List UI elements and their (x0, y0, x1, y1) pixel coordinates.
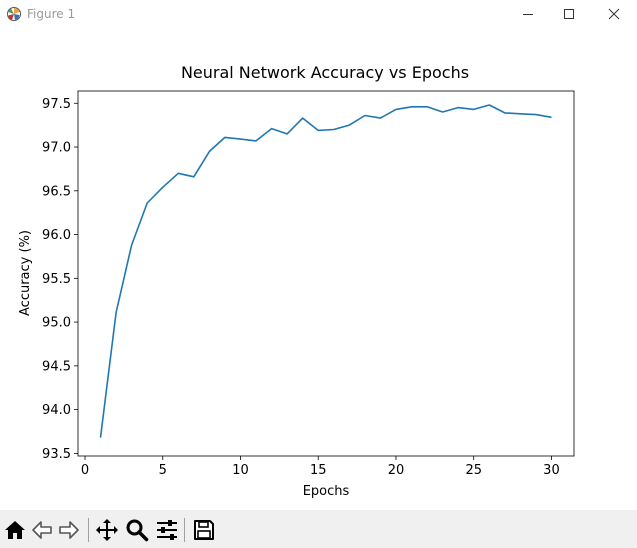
y-tick-label: 96.5 (42, 184, 71, 199)
figure-canvas[interactable]: Neural Network Accuracy vs Epochs 0 5 10 15… (0, 28, 637, 510)
x-tick-label: 0 (81, 463, 89, 478)
save-floppy-icon (194, 520, 214, 540)
home-button[interactable] (2, 517, 28, 543)
y-tick-label: 97.5 (42, 97, 71, 112)
y-tick-label: 95.0 (42, 316, 71, 331)
y-tick-label: 96.0 (42, 228, 71, 243)
y-tick-label: 94.5 (42, 359, 71, 374)
close-button[interactable] (591, 0, 637, 28)
close-icon (608, 8, 620, 20)
y-tick-label: 95.5 (42, 272, 71, 287)
zoom-button[interactable] (124, 517, 150, 543)
window-titlebar: Figure 1 (0, 0, 637, 28)
toolbar-separator (88, 518, 89, 542)
window-title: Figure 1 (27, 7, 76, 21)
y-tick-label: 97.0 (42, 141, 71, 156)
chart-title: Neural Network Accuracy vs Epochs (181, 63, 469, 82)
matplotlib-icon (7, 7, 21, 21)
maximize-button[interactable] (546, 0, 592, 28)
forward-arrow-icon (59, 521, 79, 539)
x-tick-label: 5 (159, 463, 167, 478)
accuracy-series-line (99, 104, 552, 438)
pan-button[interactable] (94, 517, 120, 543)
back-button[interactable] (29, 517, 55, 543)
forward-button[interactable] (56, 517, 82, 543)
x-tick-label: 25 (465, 463, 482, 478)
home-icon (5, 521, 25, 539)
y-axis: 93.5 94.0 94.5 95.0 95.5 96.0 96.5 97.0 97.5 (42, 97, 78, 462)
maximize-icon (564, 9, 574, 19)
save-button[interactable] (191, 517, 217, 543)
y-axis-label: Accuracy (%) (18, 230, 33, 316)
x-tick-label: 15 (310, 463, 327, 478)
x-axis-label: Epochs (303, 484, 350, 499)
y-tick-label: 94.0 (42, 403, 71, 418)
toolbar-separator (184, 518, 185, 542)
x-tick-label: 30 (543, 463, 560, 478)
y-tick-label: 93.5 (42, 447, 71, 462)
x-tick-label: 10 (232, 463, 249, 478)
plot-area-frame (77, 90, 575, 457)
x-axis: 0 5 10 15 20 25 30 (81, 456, 560, 478)
x-tick-label: 20 (388, 463, 405, 478)
zoom-magnifier-icon (126, 519, 149, 542)
back-arrow-icon (32, 521, 52, 539)
line-chart: Neural Network Accuracy vs Epochs 0 5 10 15… (18, 63, 575, 499)
minimize-button[interactable] (505, 0, 551, 28)
pan-move-icon (96, 519, 118, 541)
configure-subplots-icon (157, 520, 177, 540)
configure-subplots-button[interactable] (154, 517, 180, 543)
navigation-toolbar (0, 510, 637, 548)
minimize-icon (523, 14, 533, 15)
